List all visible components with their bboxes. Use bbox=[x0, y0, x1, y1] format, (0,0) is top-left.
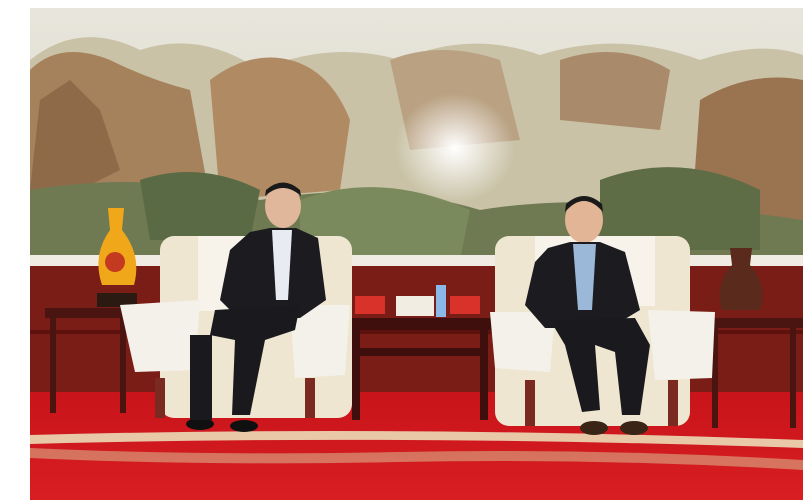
person-right bbox=[525, 196, 650, 435]
side-table-right bbox=[708, 318, 803, 428]
landscape-painting bbox=[30, 8, 803, 267]
vase-left bbox=[97, 208, 137, 307]
panel-rail bbox=[30, 330, 803, 334]
person-left bbox=[186, 182, 326, 432]
side-table-left bbox=[45, 308, 130, 413]
vase-right bbox=[719, 248, 763, 310]
center-table bbox=[345, 285, 495, 420]
